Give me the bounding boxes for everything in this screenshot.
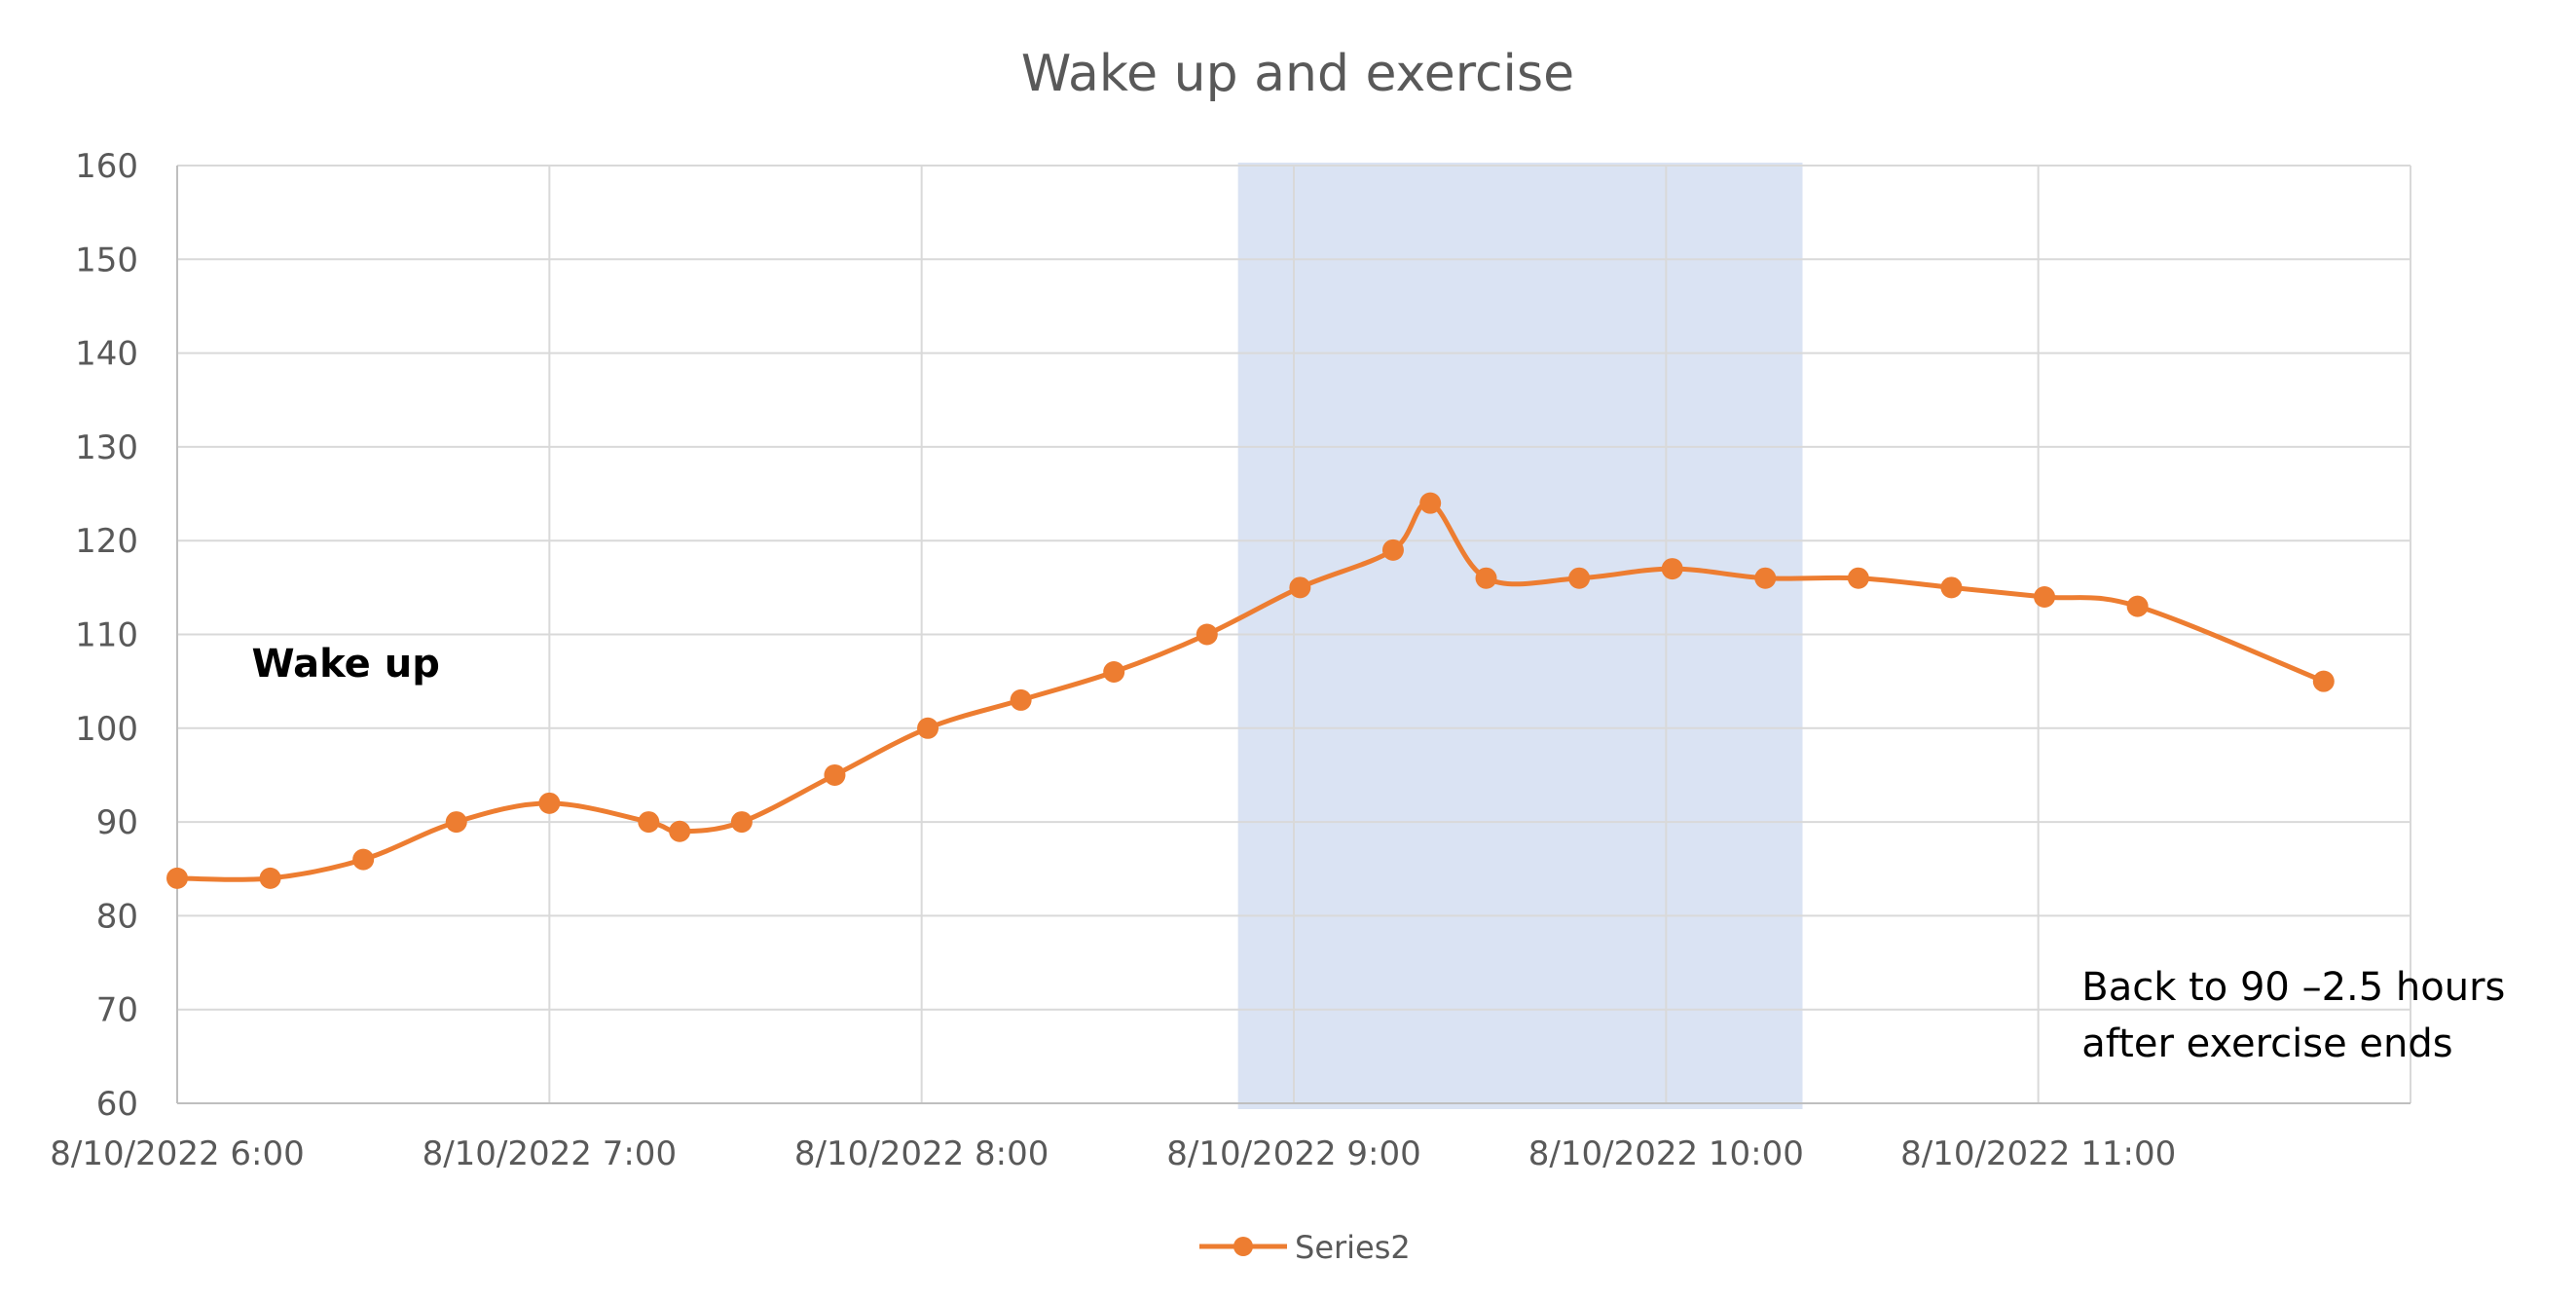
data-point	[1289, 576, 1311, 599]
legend-marker-swatch	[1233, 1237, 1253, 1256]
x-tick-label: 8/10/2022 11:00	[1900, 1134, 2176, 1173]
data-point	[1196, 623, 1218, 646]
exercise-shaded-region	[1237, 163, 1803, 1109]
gridlines	[176, 165, 2411, 1104]
data-point	[2034, 585, 2056, 608]
data-point	[1381, 539, 1404, 561]
x-tick-label: 8/10/2022 9:00	[1166, 1134, 1421, 1173]
data-point	[1103, 661, 1125, 684]
x-tick-label: 8/10/2022 7:00	[423, 1134, 678, 1173]
data-point	[538, 792, 561, 814]
data-point	[1661, 558, 1683, 580]
chart-title: Wake up and exercise	[1021, 45, 1574, 103]
annotation-line: Back to 90 –2.5 hours	[2081, 965, 2505, 1010]
legend: Series2	[1199, 1229, 1411, 1266]
y-tick-label: 110	[75, 616, 138, 655]
y-tick-label: 100	[75, 710, 138, 749]
data-point	[352, 848, 375, 871]
y-tick-label: 70	[96, 991, 138, 1030]
data-point	[1475, 567, 1497, 589]
data-point	[2126, 595, 2149, 617]
x-tick-label: 8/10/2022 10:00	[1528, 1134, 1804, 1173]
x-tick-label: 8/10/2022 8:00	[794, 1134, 1049, 1173]
data-point	[669, 820, 691, 842]
annotation-line: after exercise ends	[2081, 1021, 2452, 1066]
data-point	[2312, 670, 2335, 692]
data-point	[638, 811, 660, 834]
data-point	[824, 763, 846, 786]
data-point	[917, 717, 939, 739]
y-tick-label: 150	[75, 241, 138, 279]
x-tick-label: 8/10/2022 6:00	[50, 1134, 305, 1173]
y-tick-label: 120	[75, 522, 138, 561]
data-point	[445, 811, 467, 834]
data-point	[259, 867, 281, 889]
y-tick-label: 90	[96, 803, 138, 842]
y-axis-ticks: 60 70 80 90 100 110 120 130 140 150 160	[75, 147, 138, 1124]
y-tick-label: 140	[75, 335, 138, 374]
data-point	[730, 811, 753, 834]
legend-label: Series2	[1295, 1229, 1411, 1266]
data-point	[1940, 576, 1963, 599]
annotations: Wake up Back to 90 –2.5 hours after exerci…	[251, 642, 2505, 1066]
data-point	[1847, 567, 1869, 589]
y-tick-label: 80	[96, 897, 138, 936]
data-point	[1419, 492, 1442, 514]
annotation: Wake up	[251, 642, 439, 687]
x-axis-ticks: 8/10/2022 6:00 8/10/2022 7:00 8/10/2022 8:…	[50, 1134, 2176, 1173]
y-tick-label: 130	[75, 428, 138, 467]
data-point	[1568, 567, 1591, 589]
series-markers	[166, 492, 2335, 889]
data-point	[166, 867, 188, 889]
y-tick-label: 60	[96, 1085, 138, 1124]
y-tick-label: 160	[75, 147, 138, 186]
data-point	[1010, 688, 1032, 711]
data-point	[1754, 567, 1777, 589]
